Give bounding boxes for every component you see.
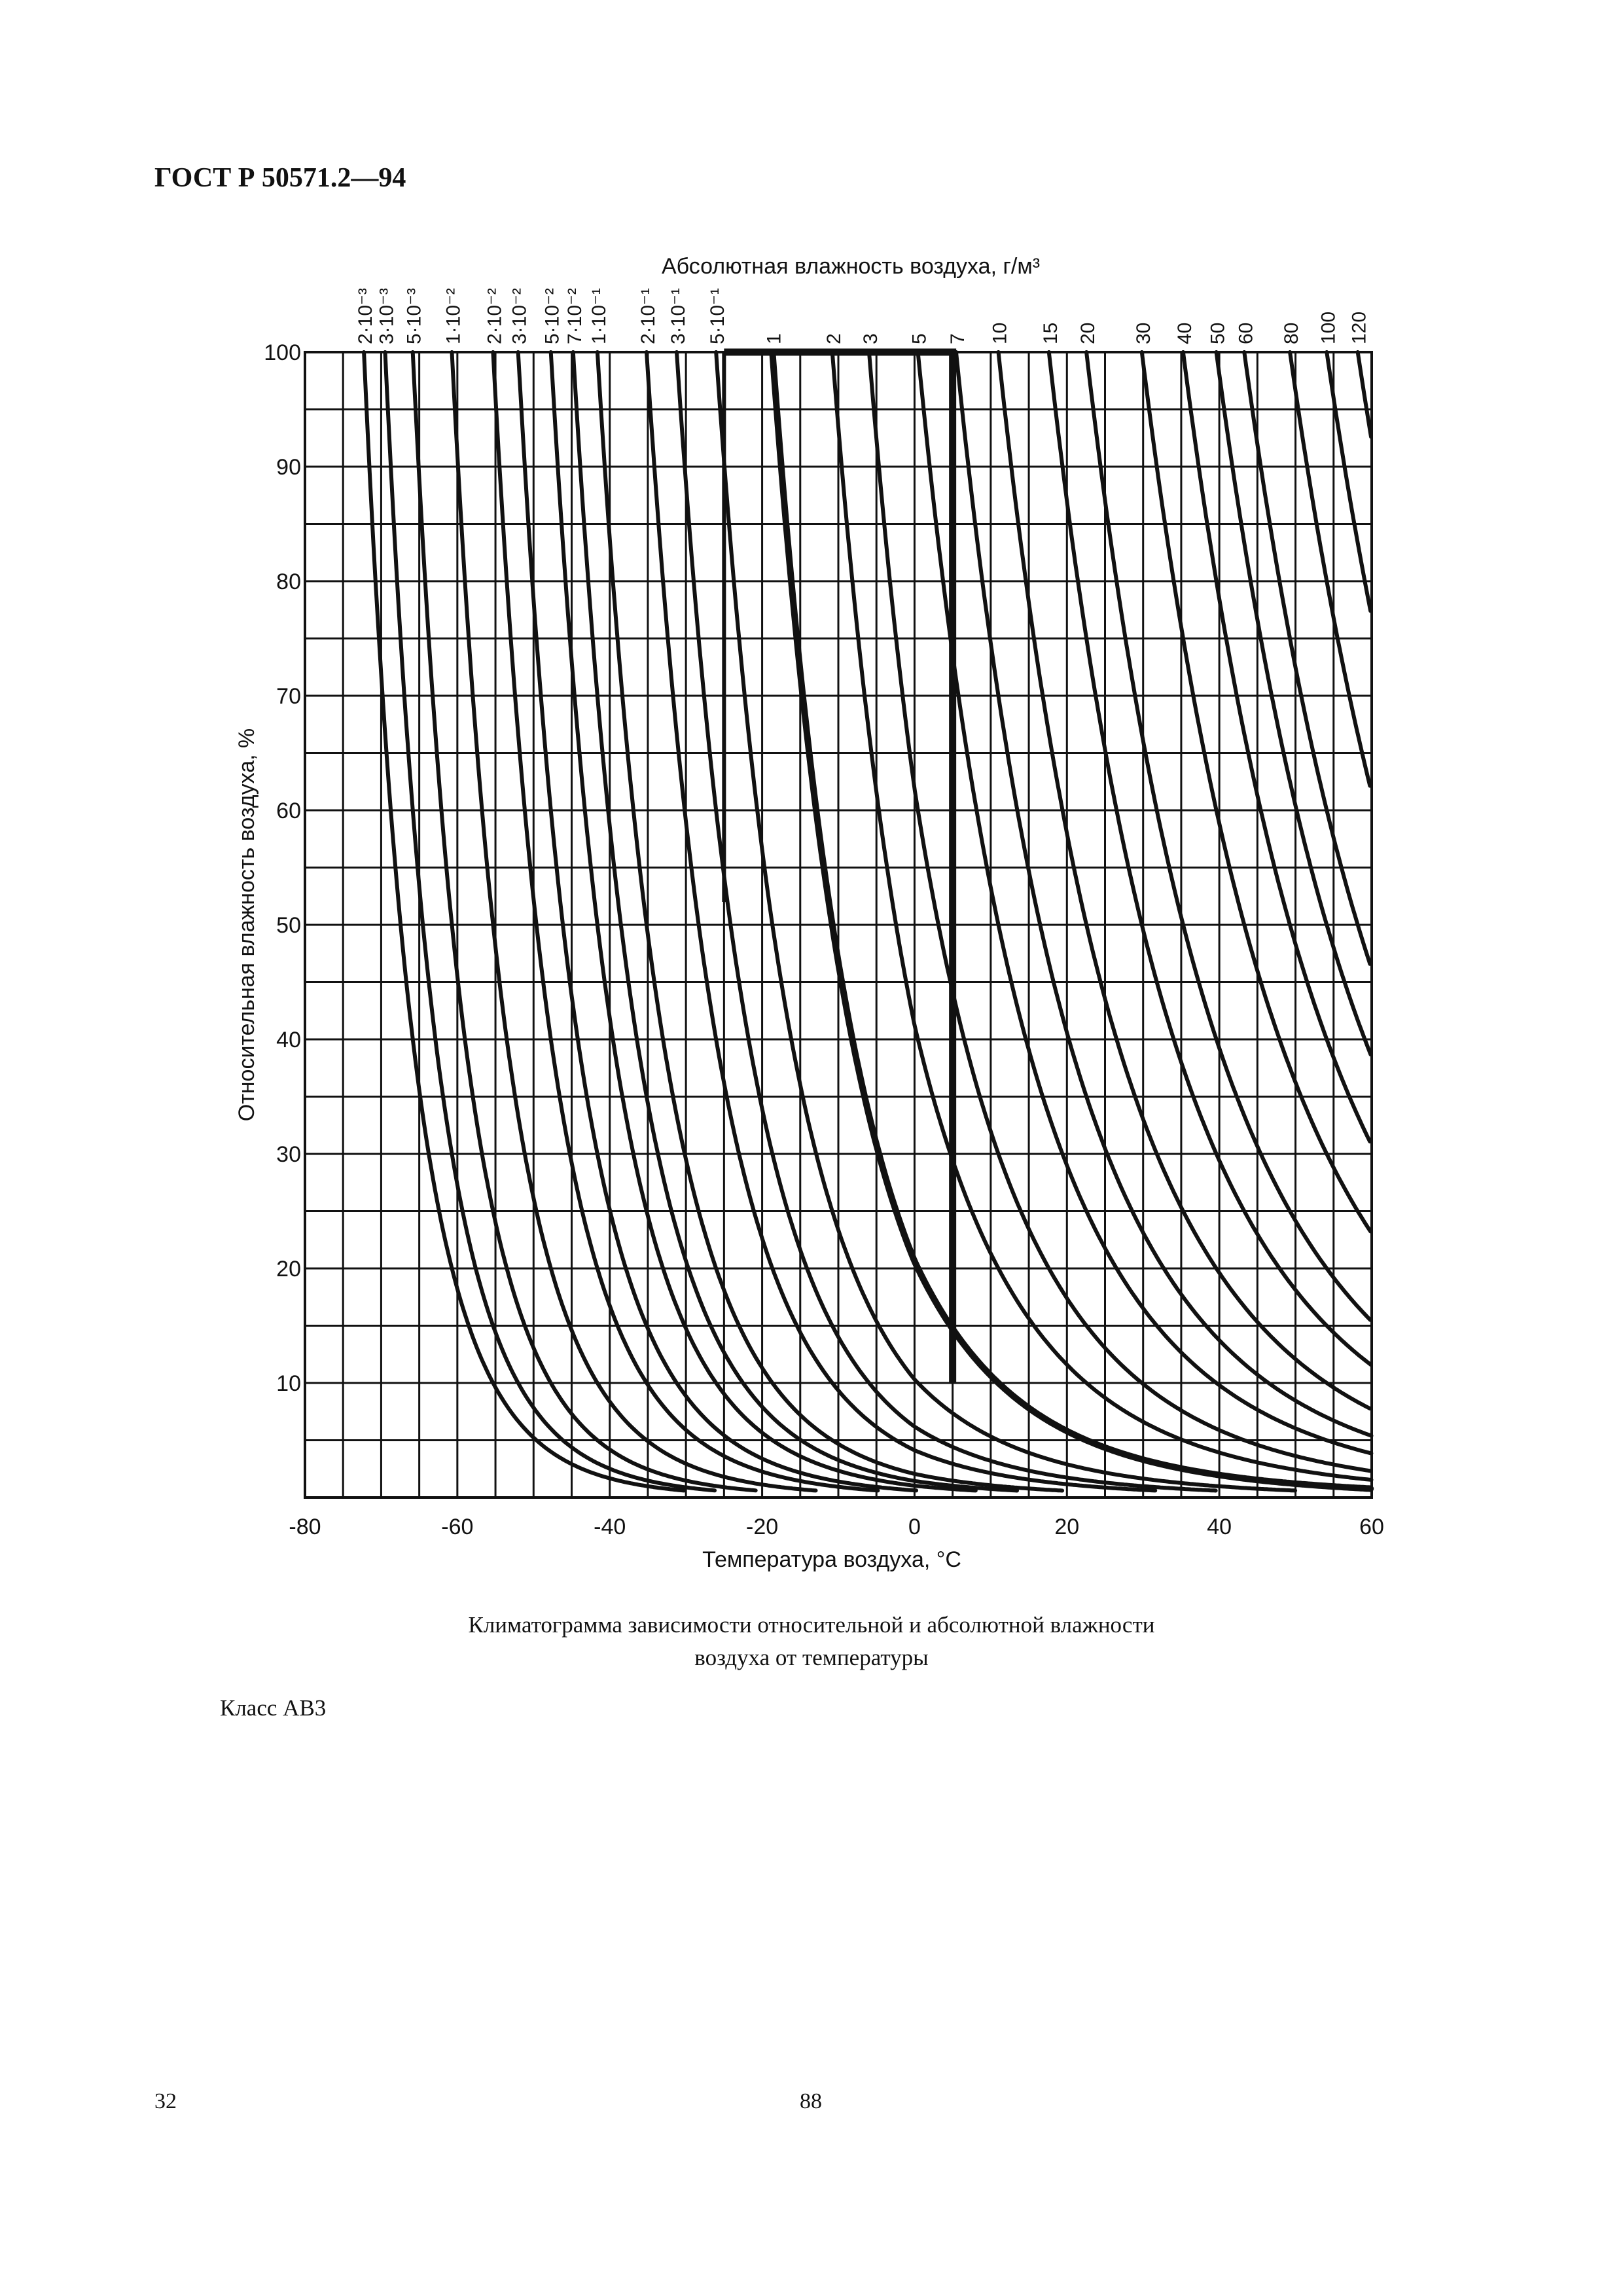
humidity-curve [916,350,1374,1456]
curve-label: 5·10⁻² [542,288,563,344]
climatogram-chart: -80 -60 -40 -20 0 20 40 60 10 20 30 40 50 60 70 80 90 100… [234,254,1384,1572]
labels-layer: -80 -60 -40 -20 0 20 40 60 10 20 30 40 50 60 70 80 90 100… [234,254,1384,1572]
humidity-curve [769,349,1374,1492]
curve-label: 40 [1174,323,1196,344]
curve-label: 5·10⁻³ [404,288,425,344]
humidity-curve [714,350,1298,1493]
class-label: Класс АВ3 [220,1695,327,1721]
humidity-curve [491,350,880,1493]
curve-label: 80 [1281,323,1302,344]
humidity-curve [996,350,1372,1410]
curve-label: 2·10⁻¹ [637,288,659,344]
humidity-curve [516,350,919,1493]
humidity-curve [595,350,1065,1493]
curve-label: 3·10⁻¹ [668,288,689,344]
curve-label: 60 [1235,323,1257,344]
figure-caption-line-1: Климатограмма зависимости относительной … [468,1612,1155,1638]
curve-label: 7·10⁻² [564,288,586,344]
y-tick-label: 30 [276,1142,301,1167]
humidity-curve [1325,350,1373,613]
page-number-center: 88 [800,2089,822,2113]
x-tick-label: -80 [289,1515,321,1539]
x-tick-label: 60 [1359,1515,1384,1539]
humidity-curve [450,350,818,1493]
curves-layer [362,349,1374,1493]
curve-label: 5 [909,333,931,344]
curve-label: 15 [1040,323,1061,344]
curve-label: 3·10⁻² [509,288,531,344]
top-axis-title: Абсолютная влажность воздуха, г/м³ [662,254,1040,279]
humidity-curve [675,350,1218,1493]
x-tick-label: 0 [908,1515,921,1539]
y-tick-label: 10 [276,1371,301,1396]
page-number-left: 32 [154,2089,177,2113]
y-tick-label: 50 [276,913,301,938]
curve-label: 10 [990,323,1011,344]
curve-label: 5·10⁻¹ [707,288,728,344]
humidity-curve [1242,350,1372,966]
humidity-curve [954,350,1374,1438]
humidity-curve [1139,350,1373,1234]
y-tick-label: 90 [276,455,301,480]
figure-caption-line-2: воздуха от температуры [694,1645,929,1670]
humidity-curve [383,350,717,1493]
curve-label: 2 [823,333,845,344]
y-tick-label: 100 [264,340,301,365]
curve-label: 50 [1207,323,1229,344]
y-tick-label: 80 [276,569,301,594]
plot-frame [304,351,1373,1499]
humidity-curve [1214,350,1373,1057]
humidity-curve [1084,350,1372,1322]
curve-label: 1·10⁻¹ [588,288,610,344]
humidity-curve [1046,350,1373,1367]
document-header: ГОСТ Р 50571.2—94 [154,163,406,193]
y-tick-label: 60 [276,798,301,823]
plot-border [304,351,1373,1499]
curve-label: 100 [1317,312,1339,344]
x-tick-label: 20 [1054,1515,1079,1539]
curve-label: 3·10⁻³ [376,288,398,344]
humidity-curve [410,350,758,1493]
x-tick-label: -40 [594,1515,626,1539]
curve-label: 1 [763,333,785,344]
x-tick-label: -20 [746,1515,778,1539]
curve-label: 2·10⁻² [484,288,505,344]
humidity-curve [1355,350,1373,439]
humidity-curve [645,350,1158,1493]
y-tick-label: 40 [276,1028,301,1052]
y-tick-label: 70 [276,684,301,709]
curve-label: 30 [1133,323,1154,344]
humidity-curve [1288,350,1372,788]
curve-label: 20 [1077,323,1099,344]
curve-label: 3 [860,333,882,344]
y-tick-label: 20 [276,1257,301,1282]
y-axis-title: Относительная влажность воздуха, % [234,728,259,1122]
x-axis-title: Температура воздуха, °С [702,1547,961,1572]
humidity-curve [362,350,687,1493]
grid-layer [304,351,1373,1499]
curve-label: 120 [1349,312,1370,344]
x-tick-label: -60 [441,1515,473,1539]
x-tick-label: 40 [1207,1515,1232,1539]
humidity-curve [548,350,978,1493]
humidity-curve [1181,350,1372,1143]
curve-label: 2·10⁻³ [355,288,376,344]
curve-label: 1·10⁻² [443,288,465,344]
humidity-curve [830,350,1374,1482]
humidity-curve [571,350,1019,1493]
curve-label: 7 [947,333,969,344]
